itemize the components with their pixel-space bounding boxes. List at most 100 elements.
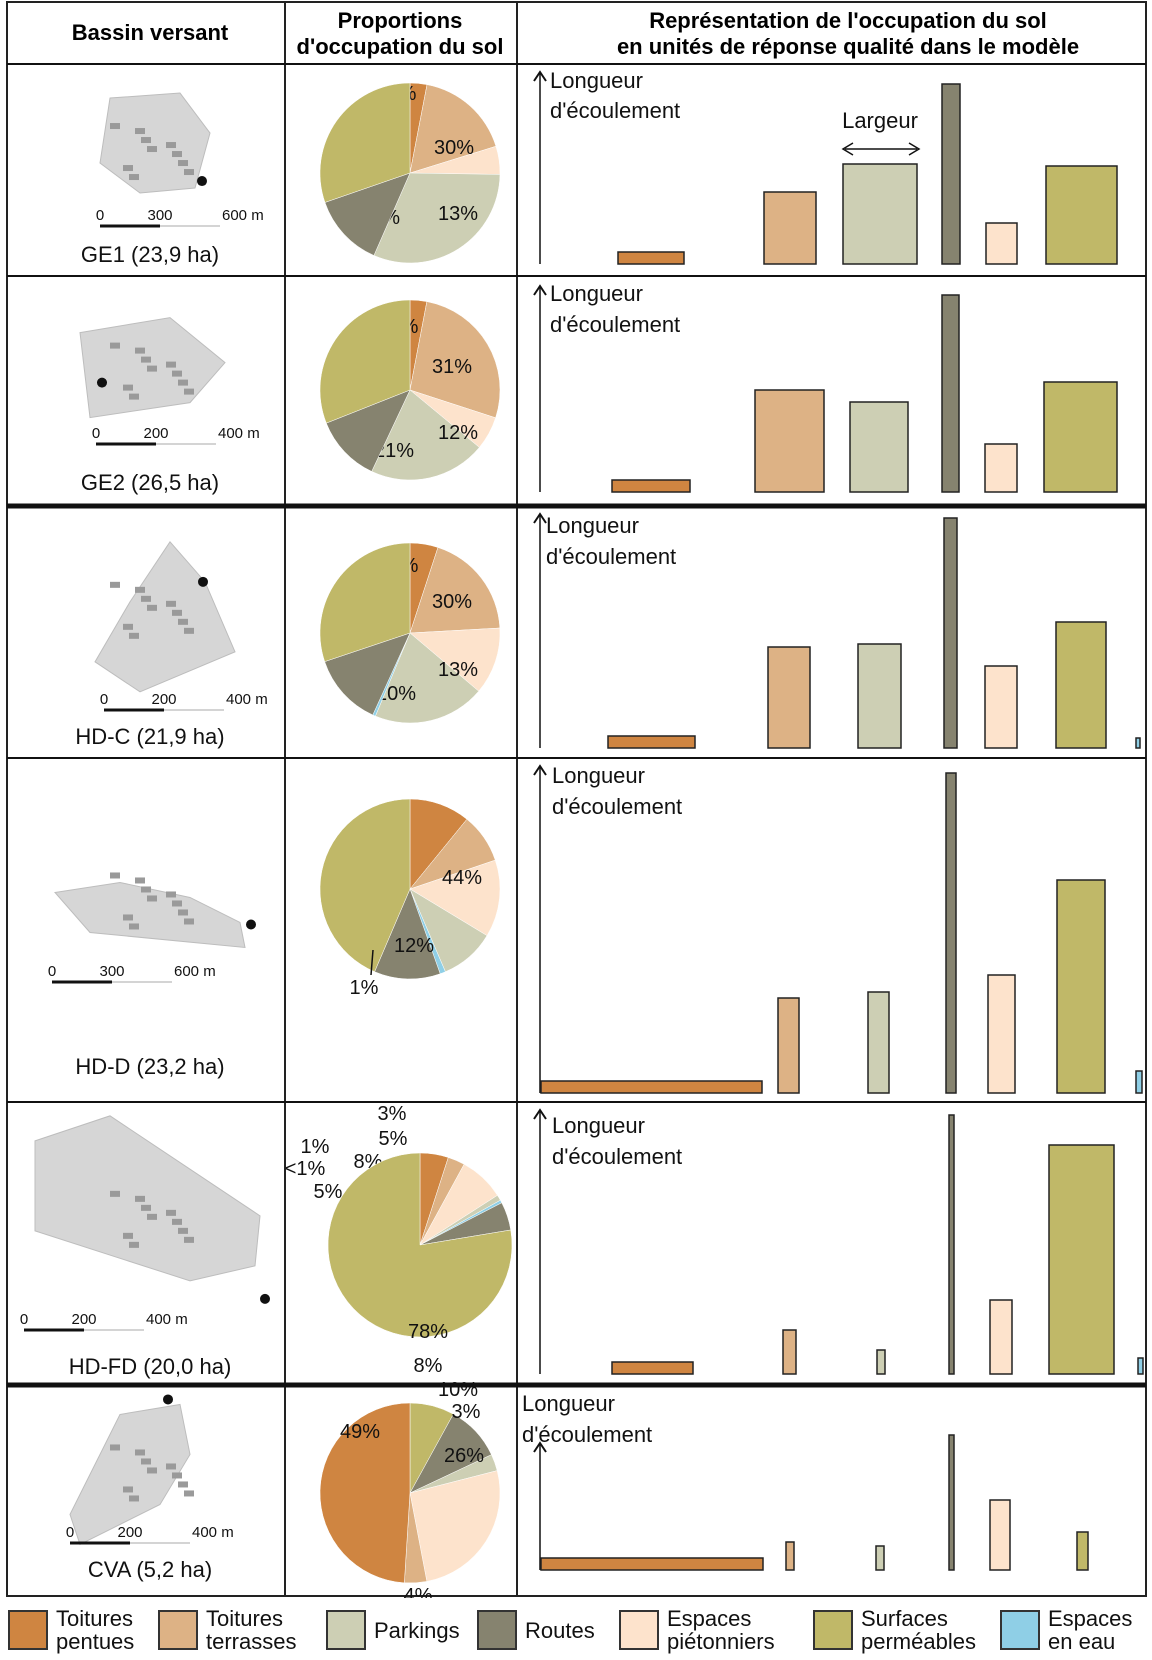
outlet-point [163, 1394, 173, 1405]
pie-slice [327, 1152, 513, 1338]
response-unit-bar [785, 1541, 795, 1571]
catchment-map: 0 200 400 m [66, 1394, 234, 1546]
building-mark [147, 604, 157, 611]
pie-slice-label: 3% [378, 1103, 407, 1125]
building-mark [184, 918, 194, 925]
scale-label: 400 m [226, 691, 268, 708]
axis-label-longueur: Longueur [552, 763, 645, 788]
pie-chart: 5%3%8%1%<1%5%78% [285, 1103, 513, 1343]
response-unit-bar [948, 1114, 955, 1375]
pie-slice [373, 172, 501, 264]
scale-label: 0 [100, 691, 108, 708]
building-mark [123, 1486, 133, 1493]
building-mark [129, 393, 139, 400]
legend-swatch [619, 1610, 659, 1650]
legend-swatch [813, 1610, 853, 1650]
pie-slice [409, 859, 501, 936]
pie-slice [324, 632, 411, 716]
response-units: Longueur d'écoulement Largeur [533, 68, 1118, 265]
building-mark [110, 1190, 120, 1197]
response-unit-bar [611, 479, 691, 493]
pie-slice [325, 389, 411, 472]
response-units: Longueur d'écoulement [522, 1391, 1089, 1571]
axis-arrow-icon [533, 70, 547, 82]
legend: Toitures pentues Toitures terrasses Parkin… [0, 1598, 1152, 1660]
pie-slice [409, 84, 497, 174]
building-mark [172, 370, 182, 377]
legend-swatch [326, 1610, 366, 1650]
response-unit-bar [849, 401, 909, 493]
building-mark [172, 1472, 182, 1479]
header-proportions-l1: Proportions [338, 8, 463, 33]
response-unit-bar [941, 83, 961, 265]
axis-label-longueur: Longueur [550, 68, 643, 93]
catchment-map: 0 300 600 m [96, 92, 264, 228]
catchment-name: CVA (5,2 ha) [88, 1557, 212, 1582]
building-mark [166, 600, 176, 607]
pie-chart: 5%19%12%20%13%30% [319, 542, 501, 724]
legend-label: Espaces en eau [1048, 1606, 1133, 1654]
pie-slice-label: 10% [438, 1379, 478, 1401]
building-mark [147, 146, 157, 153]
legend-item: Espaces piétonniers [619, 1602, 775, 1658]
response-unit-bar [754, 389, 825, 493]
pie-slice [319, 299, 411, 424]
building-mark [178, 1481, 188, 1488]
response-unit-bar [943, 517, 958, 749]
scale-label: 200 [117, 1524, 142, 1541]
building-mark [129, 1495, 139, 1502]
building-mark [123, 623, 133, 630]
scale-label: 400 m [192, 1524, 234, 1541]
legend-label: Parkings [374, 1617, 460, 1643]
header-bassin-versant: Bassin versant [72, 20, 229, 45]
pie-slice-label: 13% [438, 203, 478, 225]
pie-slice-label: 12% [394, 935, 434, 957]
response-units: Longueur d'écoulement [533, 1108, 1144, 1375]
pie-slice-label: 3% [452, 1401, 481, 1423]
response-unit-bar [611, 1361, 694, 1375]
response-unit-bar [763, 191, 817, 265]
response-unit-bar [857, 643, 902, 749]
response-unit-bar [842, 163, 918, 265]
grid [6, 1, 1147, 1597]
response-units: Longueur d'écoulement [533, 281, 1118, 493]
response-unit-bar [1076, 1531, 1089, 1571]
legend-label: Toitures terrasses [206, 1606, 297, 1654]
pie-slice-label: 13% [438, 659, 478, 681]
pie-slice [324, 172, 411, 256]
building-mark [166, 1463, 176, 1470]
pie-slice [371, 389, 480, 481]
scale-label: 400 m [146, 1311, 188, 1328]
building-mark [147, 365, 157, 372]
pie-slice-label: 31% [432, 356, 472, 378]
pie-slice [409, 627, 501, 692]
building-mark [123, 384, 133, 391]
building-mark [123, 914, 133, 921]
pie-slice-label: 30% [432, 591, 472, 613]
response-unit-bar [1055, 621, 1107, 749]
building-mark [141, 1458, 151, 1465]
response-units: Longueur d'écoulement [533, 512, 1141, 749]
pie-slice [409, 547, 501, 634]
outlet-point [198, 576, 208, 587]
response-unit-bar [540, 1080, 763, 1094]
scale-label: 600 m [222, 207, 264, 224]
outlet-point [97, 377, 107, 388]
legend-item: Toitures terrasses [158, 1602, 296, 1658]
scale-label: 0 [92, 425, 100, 442]
building-mark [184, 169, 194, 176]
response-unit-bar [867, 991, 890, 1094]
pie-slice-label: 26% [444, 1445, 484, 1467]
building-mark [135, 1195, 145, 1202]
building-mark [123, 165, 133, 172]
response-unit-bar [989, 1299, 1013, 1375]
response-unit-bar [1043, 381, 1118, 493]
building-mark [147, 895, 157, 902]
building-mark [141, 356, 151, 363]
catchment-row: 0 200 400 mHD-FD (20,0 ha)5%3%8%1%<1%5%78%… [20, 1103, 1144, 1379]
response-unit-bar [875, 1545, 885, 1571]
response-unit-bar [767, 646, 811, 749]
